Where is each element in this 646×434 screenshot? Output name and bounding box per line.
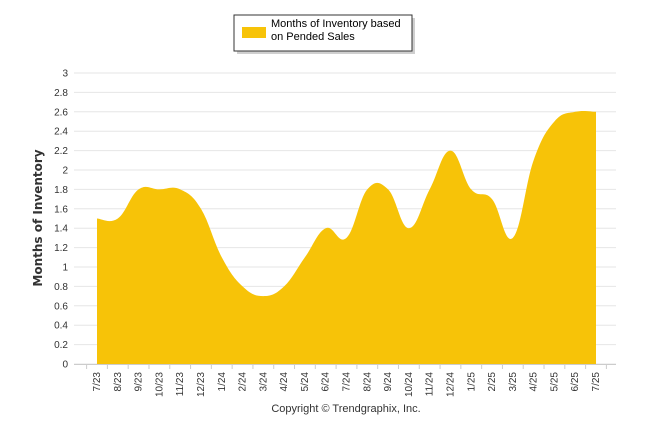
legend: Months of Inventory based on Pended Sale… xyxy=(233,14,415,54)
y-tick-label: 1.6 xyxy=(54,204,68,215)
x-tick-label: 8/23 xyxy=(113,372,124,392)
x-tick-label: 9/23 xyxy=(134,372,145,392)
x-tick-label: 4/25 xyxy=(529,372,540,392)
x-tick-label: 10/23 xyxy=(154,372,165,397)
area-series-path xyxy=(97,110,596,365)
y-tick-label: 1.4 xyxy=(54,224,68,235)
y-tick-label: 2.6 xyxy=(54,107,68,118)
x-tick-label: 5/24 xyxy=(300,372,311,392)
x-tick-label: 3/25 xyxy=(508,372,519,392)
y-tick-label: 2.2 xyxy=(54,146,68,157)
x-tick-label: 10/24 xyxy=(404,372,415,397)
x-tick-label: 2/24 xyxy=(238,372,249,392)
x-tick-label: 11/24 xyxy=(425,372,436,397)
x-tick-label: 6/24 xyxy=(321,372,332,392)
y-tick-label: 2.4 xyxy=(54,127,68,138)
x-tick-label: 7/25 xyxy=(591,372,602,392)
y-tick-label: 0 xyxy=(62,360,68,371)
x-tick-label: 9/24 xyxy=(383,372,394,392)
x-tick-label: 5/25 xyxy=(549,372,560,392)
x-tick-label: 12/24 xyxy=(445,372,456,397)
x-tick-label: 7/23 xyxy=(92,372,103,392)
y-axis-label: Months of Inventory xyxy=(31,149,45,286)
x-tick-label: 12/23 xyxy=(196,372,207,397)
y-tick-label: 2 xyxy=(62,166,68,177)
y-tick-label: 0.4 xyxy=(54,321,68,332)
x-tick-label: 6/25 xyxy=(570,372,581,392)
y-tick-label: 1.2 xyxy=(54,243,68,254)
y-tick-label: 1.8 xyxy=(54,185,68,196)
area-series xyxy=(97,110,596,365)
x-tick-label: 4/24 xyxy=(279,372,290,392)
legend-swatch xyxy=(242,27,266,38)
x-axis xyxy=(74,364,616,369)
x-axis-ticks: 7/23 8/23 9/23 10/23 11/23 12/23 1/24 2/24 3/24 4… xyxy=(92,372,602,397)
y-tick-label: 1 xyxy=(62,263,68,274)
x-tick-label: 11/23 xyxy=(175,372,186,397)
x-tick-label: 8/24 xyxy=(362,372,373,392)
x-tick-label: 2/25 xyxy=(487,372,498,392)
legend-label-line-2: on Pended Sales xyxy=(271,31,355,43)
x-tick-label: 7/24 xyxy=(342,372,353,392)
x-tick-label: 3/24 xyxy=(258,372,269,392)
y-tick-label: 0.2 xyxy=(54,340,68,351)
y-axis-ticks: 0 0.2 0.4 0.6 0.8 1 1.2 1.4 1.6 1.8 2 2.2 2.4 2.6 2.8 3 xyxy=(54,69,68,371)
legend-label-line-1: Months of Inventory based xyxy=(271,18,401,30)
y-tick-label: 0.6 xyxy=(54,301,68,312)
x-tick-label: 1/24 xyxy=(217,372,228,392)
x-tick-label: 1/25 xyxy=(466,372,477,392)
y-tick-label: 2.8 xyxy=(54,88,68,99)
y-tick-label: 0.8 xyxy=(54,282,68,293)
y-tick-label: 3 xyxy=(62,69,68,80)
copyright-text: Copyright © Trendgraphix, Inc. xyxy=(271,403,420,415)
